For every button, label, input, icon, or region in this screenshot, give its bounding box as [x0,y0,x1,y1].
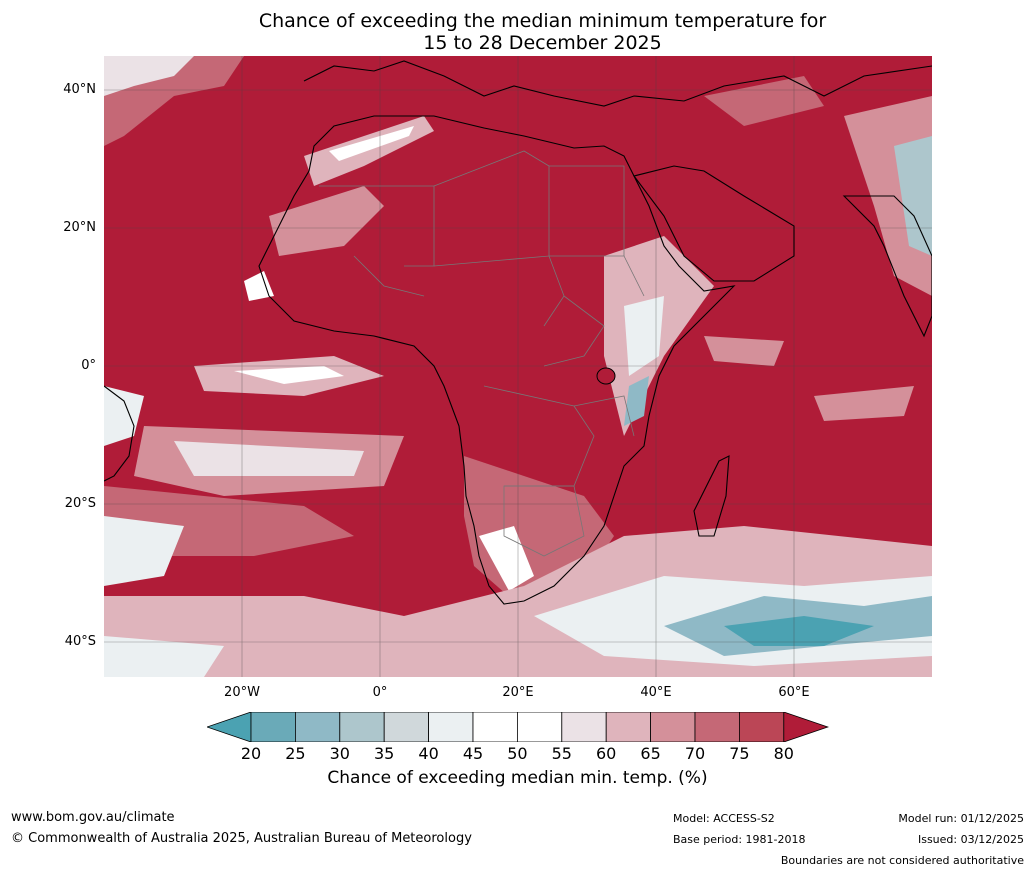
colorbar-segment [516,712,563,742]
lake-victoria [596,367,616,385]
colorbar-segment [428,712,474,742]
colorbar-segment [739,712,785,742]
colorbar-segment [650,712,696,742]
colorbar-tick-label: 60 [596,744,617,763]
colorbar-segments [207,712,829,742]
south-america-coastline [104,385,135,482]
footer-model-run: Model run: 01/12/2025 [898,812,1024,825]
arabia-coastline [633,165,795,282]
colorbar-segment [694,712,740,742]
africa-coastline [258,115,736,605]
colorbar-segment [561,712,607,742]
footer-url: www.bom.gov.au/climate [11,810,175,825]
patch-eq-atlantic-1-white [234,366,344,384]
colorbar-segment [250,712,296,742]
patch-southern-ocean-deep-blue [724,616,874,646]
lon-label-40e: 40°E [640,685,672,700]
footer-copyright: © Commonwealth of Australia 2025, Austra… [11,831,472,846]
colorbar-tick-label: 70 [684,744,706,763]
footer-disclaimer: Boundaries are not considered authoritat… [780,854,1024,867]
madagascar-coastline [693,455,730,537]
colorbar-tick-label: 45 [462,744,484,763]
lat-label-20n: 20°N [63,220,96,235]
colorbar-tick-label: 80 [773,744,794,763]
patch-nw-atlantic-light [104,56,194,96]
map-canvas [104,56,932,677]
colorbar-tick-label: 65 [640,744,661,763]
lon-label-20w: 20°W [224,685,260,700]
coastlines [104,60,932,605]
patch-sw-corner [104,636,224,677]
patch-east-africa-blue [624,376,649,426]
colorbar-arrow-low [207,712,252,742]
colorbar-tick-label: 25 [285,744,306,763]
colorbar-tick-label: 30 [329,744,350,763]
colorbar-title: Chance of exceeding median min. temp. (%… [327,768,708,788]
patch-brazil-coast [104,386,144,446]
lon-label-60e: 60°E [778,685,810,700]
patch-west-sahara [269,186,384,256]
patch-south-atlantic-1-light [174,441,364,476]
colorbar-tick-label: 75 [729,744,750,763]
patch-sahara-north-white [329,126,414,161]
patch-southern-africa-white [479,526,534,591]
footer-model: Model: ACCESS-S2 [673,812,775,825]
colorbar-segment [383,712,429,742]
lon-label-0: 0° [372,685,388,700]
title-line-1: Chance of exceeding the median minimum t… [258,10,827,32]
colorbar-tick-label: 20 [240,744,262,763]
patch-east-africa-light [624,296,664,376]
lat-label-40n: 40°N [63,82,96,97]
lat-label-0: 0° [81,358,96,373]
patch-indian-ocean-1 [704,336,784,366]
lon-label-20e: 20°E [502,685,534,700]
colorbar [207,712,829,742]
graticule [104,56,932,677]
colorbar-tick-label: 55 [551,744,572,763]
colorbar-tick-label: 50 [507,744,528,763]
footer-issued: Issued: 03/12/2025 [917,833,1024,846]
lat-label-40s: 40°S [64,634,96,649]
patch-india-blue [894,136,932,256]
colorbar-segment [339,712,385,742]
title-line-2: 15 to 28 December 2025 [423,32,662,54]
patch-south-atlantic-2-light [104,516,184,586]
colorbar-tick-label: 35 [374,744,395,763]
colorbar-segment [472,712,518,742]
footer-base-period: Base period: 1981-2018 [673,833,806,846]
patch-indian-ocean-2 [814,386,914,421]
country-boundaries [319,150,645,557]
probability-patches [104,56,932,677]
colorbar-arrow-high [783,712,829,742]
europe-coastline [303,60,932,107]
lat-label-20s: 20°S [64,496,96,511]
colorbar-tick-label: 40 [418,744,439,763]
colorbar-segment [295,712,341,742]
india-coastline [842,195,932,338]
probability-map [104,56,932,677]
patch-west-coast [244,271,274,301]
chart-title: Chance of exceeding the median minimum t… [0,10,1035,54]
colorbar-segment [605,712,652,742]
